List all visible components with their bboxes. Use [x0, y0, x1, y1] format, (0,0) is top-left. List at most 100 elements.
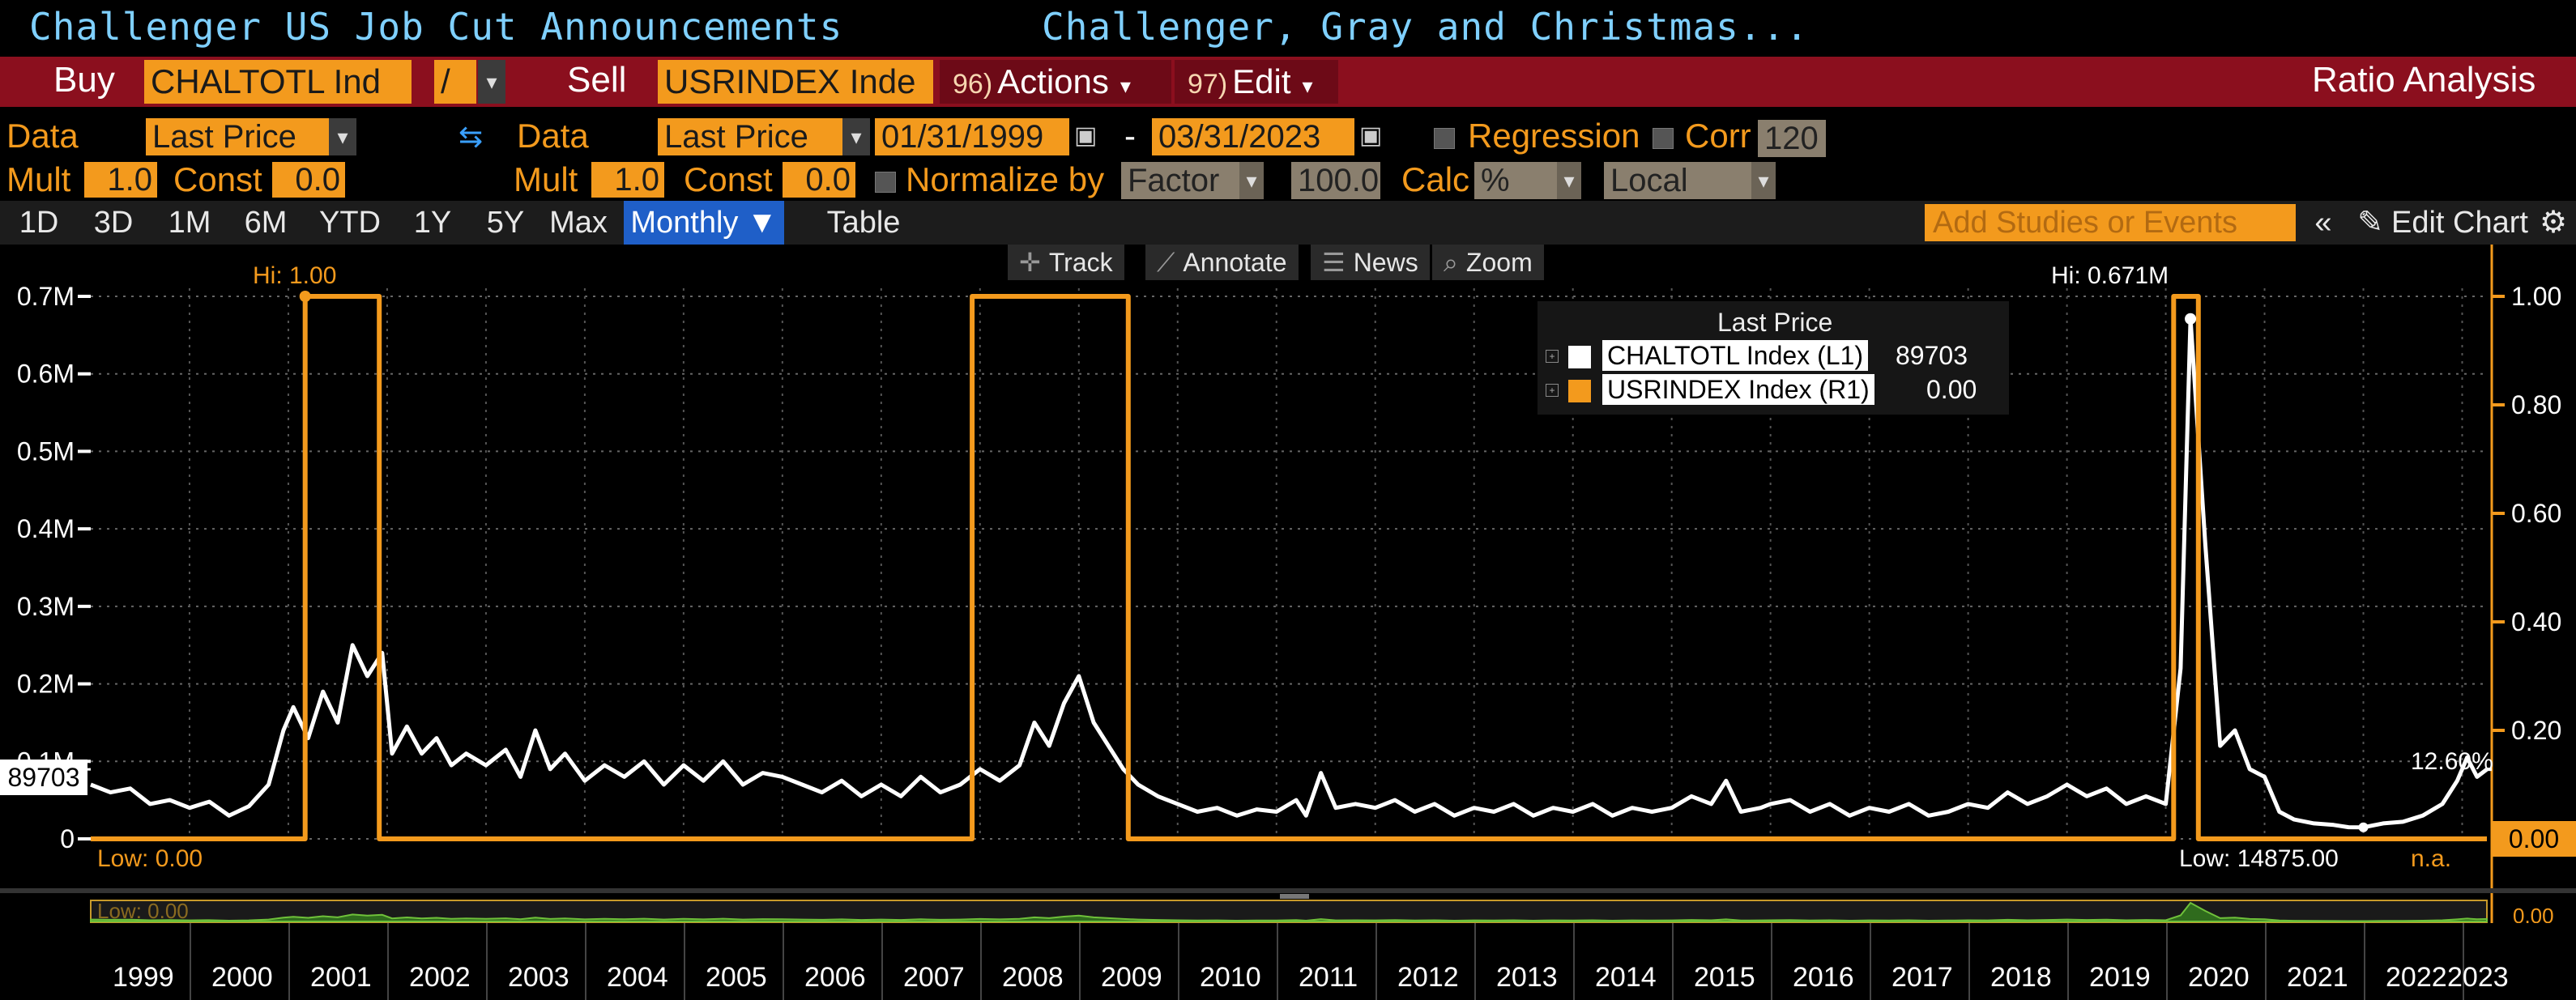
- year-separator: [1870, 923, 1871, 1000]
- corr-checkbox[interactable]: [1653, 128, 1674, 149]
- year-separator: [684, 923, 685, 1000]
- year-separator: [1277, 923, 1278, 1000]
- legend-header: Last Price: [1717, 308, 1833, 337]
- calc-dropdown-icon[interactable]: ▾: [1557, 162, 1581, 199]
- data-select[interactable]: Last Price: [146, 118, 329, 155]
- right-tick-label: 0.40: [2511, 607, 2561, 636]
- actions-menu-button[interactable]: 96) Actions ▾: [940, 60, 1171, 104]
- na-label: n.a.: [2411, 845, 2452, 872]
- title-row: Challenger US Job Cut Announcements Chal…: [0, 0, 2576, 57]
- legend-swatch: [1568, 346, 1591, 368]
- year-tick-label: 2011: [1299, 962, 1358, 993]
- annotate-button[interactable]: ⟋ Annotate: [1145, 245, 1299, 280]
- right-tick-label: 0.60: [2511, 499, 2561, 528]
- year-tick-label: 2021: [2287, 962, 2348, 993]
- year-tick-label: 2000: [211, 962, 273, 993]
- tab-max[interactable]: Max: [549, 206, 608, 240]
- corr-label: Corr: [1685, 117, 1751, 155]
- tab-1y[interactable]: 1Y: [413, 206, 452, 240]
- year-tick-label: 2013: [1496, 962, 1558, 993]
- date-separator: -: [1124, 117, 1136, 155]
- calc-select[interactable]: %: [1474, 162, 1568, 199]
- end-date-input[interactable]: 03/31/2023: [1152, 118, 1354, 155]
- tab-6m[interactable]: 6M: [244, 206, 288, 240]
- hi-left-label: Hi: 1.00: [253, 262, 337, 289]
- legend-item-chaltotl[interactable]: + CHALTOTL Index (L1) 89703: [1546, 340, 1999, 372]
- news-button[interactable]: ☰ News: [1311, 245, 1430, 280]
- zoom-button[interactable]: ⌕ Zoom: [1432, 245, 1544, 280]
- period-select[interactable]: Monthly ▼: [624, 201, 784, 245]
- normalize-checkbox[interactable]: [875, 172, 896, 193]
- calendar-icon[interactable]: ▣: [1359, 122, 1383, 149]
- data2-label: Data: [517, 117, 589, 155]
- track-label: Track: [1048, 248, 1113, 277]
- calendar-icon[interactable]: ▣: [1074, 122, 1098, 149]
- grid: [91, 288, 2487, 840]
- sell-ticker-input[interactable]: USRINDEX Inde: [658, 60, 933, 104]
- data2-select[interactable]: Last Price: [658, 118, 842, 155]
- corr-input[interactable]: 120: [1758, 120, 1826, 157]
- legend-swatch: [1568, 380, 1591, 402]
- start-date-input[interactable]: 01/31/1999: [875, 118, 1069, 155]
- year-tick-label: 2001: [310, 962, 372, 993]
- chevron-down-icon: ▾: [1302, 74, 1313, 98]
- navigator-series: [90, 901, 2488, 922]
- double-chevron-left-icon[interactable]: «: [2314, 206, 2332, 240]
- year-tick-label: 2020: [2188, 962, 2250, 993]
- tab-3d[interactable]: 3D: [93, 206, 134, 240]
- legend-item-usrindex[interactable]: + USRINDEX Index (R1) 0.00: [1546, 374, 1999, 406]
- edit-menu-button[interactable]: 97) Edit ▾: [1175, 60, 1338, 104]
- swap-icon[interactable]: ⇆: [458, 120, 484, 153]
- mult-input[interactable]: 1.0: [84, 162, 157, 198]
- tab-ytd[interactable]: YTD: [319, 206, 381, 240]
- year-tick-label: 2003: [508, 962, 569, 993]
- expand-icon[interactable]: +: [1546, 350, 1559, 363]
- year-separator: [980, 923, 982, 1000]
- track-button[interactable]: ✛ Track: [1008, 245, 1124, 280]
- data-dropdown-icon[interactable]: ▾: [329, 118, 356, 155]
- local-dropdown-icon[interactable]: ▾: [1751, 162, 1776, 199]
- left-axis: 00.1M0.2M0.3M0.4M0.5M0.6M0.7M: [17, 282, 91, 853]
- factor-input[interactable]: 100.0: [1291, 162, 1380, 199]
- year-tick-label: 1999: [113, 962, 174, 993]
- add-studies-input[interactable]: Add Studies or Events: [1925, 204, 2296, 241]
- tab-5y[interactable]: 5Y: [486, 206, 525, 240]
- const-input[interactable]: 0.0: [272, 162, 345, 198]
- normalize-select[interactable]: Factor: [1121, 162, 1251, 199]
- edit-number: 97): [1188, 69, 1228, 100]
- year-separator: [1178, 923, 1179, 1000]
- chevron-down-icon: ▾: [1120, 74, 1131, 98]
- year-separator: [585, 923, 586, 1000]
- hi-right-label: Hi: 0.671M: [2051, 262, 2169, 289]
- gear-icon[interactable]: ⚙: [2539, 206, 2568, 240]
- tab-1d[interactable]: 1D: [19, 206, 59, 240]
- right-tick-label: 1.00: [2511, 282, 2561, 311]
- year-separator: [486, 923, 488, 1000]
- navigator-grip[interactable]: [1280, 894, 1309, 899]
- mult2-input[interactable]: 1.0: [591, 162, 664, 198]
- hi-marker-orange: [299, 291, 311, 302]
- mini-navigator[interactable]: [0, 888, 2576, 923]
- series-layer: [87, 291, 2492, 841]
- operator-select[interactable]: /: [434, 60, 476, 104]
- year-separator: [1079, 923, 1081, 1000]
- expand-icon[interactable]: +: [1546, 384, 1559, 397]
- buy-label: Buy: [53, 60, 115, 100]
- table-button[interactable]: Table: [826, 206, 901, 240]
- const2-input[interactable]: 0.0: [783, 162, 855, 198]
- tab-1m[interactable]: 1M: [168, 206, 211, 240]
- buy-ticker-input[interactable]: CHALTOTL Ind: [144, 60, 412, 104]
- normalize-dropdown-icon[interactable]: ▾: [1239, 162, 1264, 199]
- local-select[interactable]: Local: [1604, 162, 1763, 199]
- year-tick-label: 2010: [1200, 962, 1261, 993]
- year-separator: [2265, 923, 2267, 1000]
- legend-value: 89703: [1896, 341, 1968, 370]
- const2-label: Const: [684, 160, 773, 198]
- edit-chart-button[interactable]: Edit Chart: [2391, 206, 2528, 240]
- regression-checkbox[interactable]: [1434, 128, 1455, 149]
- data2-dropdown-icon[interactable]: ▾: [842, 118, 870, 155]
- last-value-badge-right: 0.00: [2492, 821, 2576, 857]
- left-tick-label: 0.3M: [17, 592, 75, 621]
- operator-dropdown-icon[interactable]: ▾: [478, 60, 505, 104]
- year-separator: [783, 923, 784, 1000]
